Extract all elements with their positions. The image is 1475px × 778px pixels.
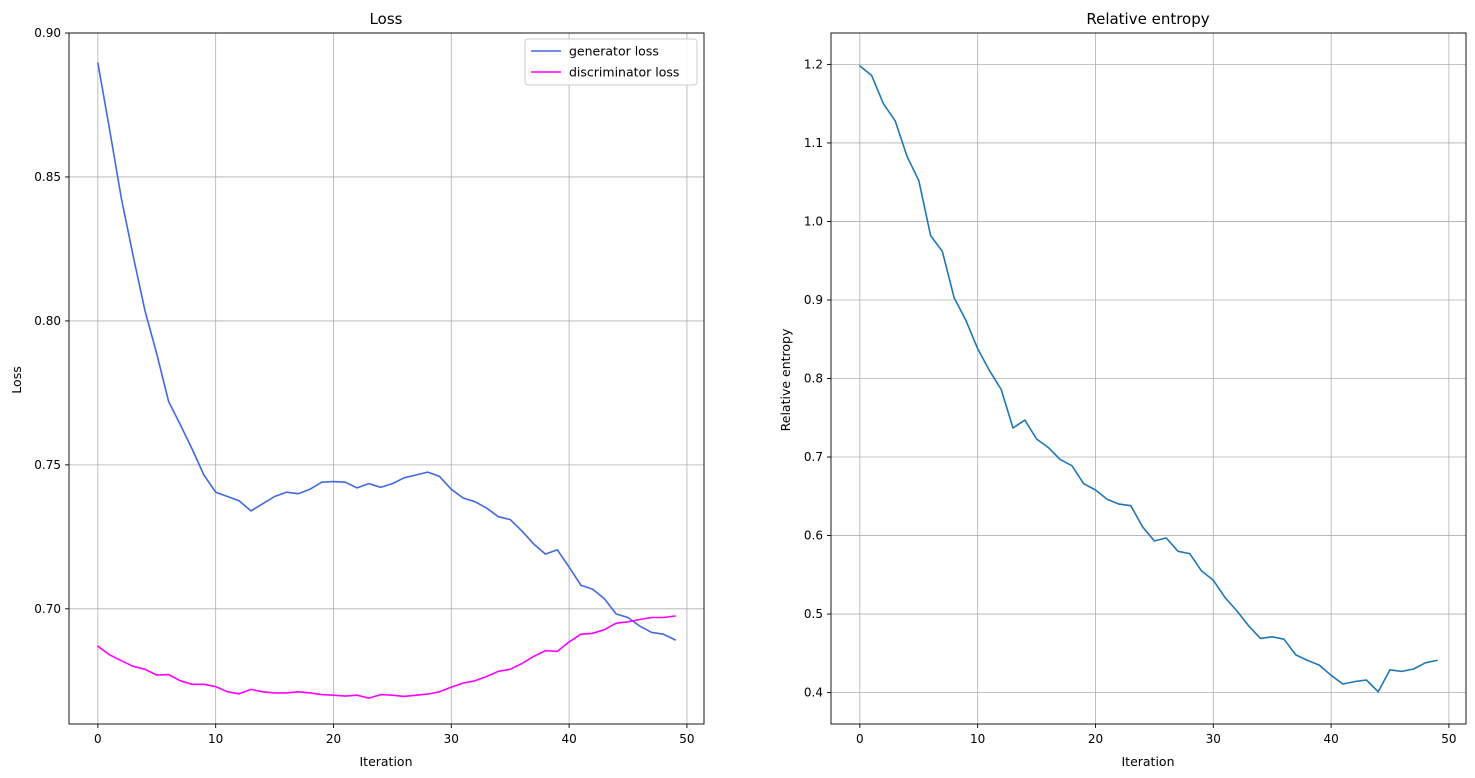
y-axis-label: Relative entropy — [778, 328, 793, 431]
series-line-generator-loss — [97, 62, 676, 641]
series-line-relative-entropy — [859, 65, 1438, 693]
y-tick-label: 0.6 — [804, 529, 823, 543]
x-tick-label: 50 — [679, 732, 694, 746]
plot-area-frame — [68, 32, 705, 725]
y-tick-label: 0.8 — [804, 372, 823, 386]
series-lines — [859, 65, 1438, 693]
x-tick-label: 0 — [94, 732, 102, 746]
x-tick-label: 40 — [1323, 732, 1338, 746]
x-tick-label: 30 — [1206, 732, 1221, 746]
x-tick-label: 20 — [326, 732, 341, 746]
grid — [831, 33, 1466, 724]
x-tick-label: 10 — [208, 732, 223, 746]
axis-ticks: 0 10 20 30 40 50 0.4 0.5 0.6 0.7 0.8 0.9 1.0 1.1 1.2 — [804, 57, 1457, 746]
legend: generator loss discriminator loss — [524, 38, 698, 86]
x-tick-label: 40 — [561, 732, 576, 746]
x-axis-label: Iteration — [1121, 754, 1174, 769]
series-line-discriminator-loss — [97, 615, 676, 699]
chart-title: Loss — [370, 10, 403, 28]
y-tick-label: 0.9 — [804, 293, 823, 307]
legend-frame — [524, 38, 698, 86]
axis-ticks: 0 10 20 30 40 50 0.70 0.75 0.80 0.85 0.90 — [34, 26, 694, 746]
chart-title: Relative entropy — [1086, 10, 1209, 28]
x-axis-label: Iteration — [359, 754, 412, 769]
y-tick-label: 0.75 — [34, 458, 61, 472]
y-tick-label: 0.5 — [804, 607, 823, 621]
x-tick-label: 0 — [856, 732, 864, 746]
series-lines — [97, 62, 676, 699]
y-tick-label: 1.1 — [804, 136, 823, 150]
grid — [69, 32, 704, 724]
x-tick-label: 20 — [1088, 732, 1103, 746]
y-tick-label: 0.80 — [34, 314, 61, 328]
x-tick-label: 10 — [970, 732, 985, 746]
y-tick-label: 0.4 — [804, 686, 823, 700]
y-tick-label: 0.70 — [34, 602, 61, 616]
legend-label-discriminator: discriminator loss — [569, 65, 679, 80]
y-tick-label: 0.90 — [34, 26, 61, 40]
loss-chart: Loss Iteration Loss 0 10 20 30 40 500.700.750… — [9, 10, 705, 769]
y-tick-label: 0.85 — [34, 170, 61, 184]
y-axis-label: Loss — [9, 366, 24, 393]
y-tick-label: 0.7 — [804, 450, 823, 464]
legend-label-generator: generator loss — [569, 44, 659, 59]
x-tick-label: 30 — [444, 732, 459, 746]
x-tick-label: 50 — [1441, 732, 1456, 746]
y-tick-label: 1.2 — [804, 57, 823, 71]
y-tick-label: 1.0 — [804, 214, 823, 228]
relative-entropy-chart: Relative entropy Iteration Relative entr… — [778, 10, 1467, 769]
